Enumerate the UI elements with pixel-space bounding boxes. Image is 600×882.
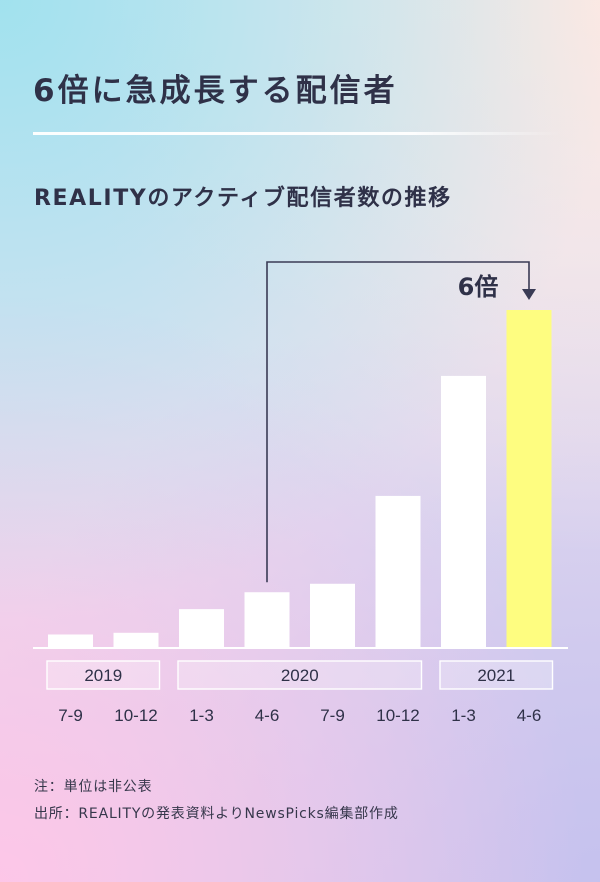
year-label: 2019 bbox=[84, 666, 122, 685]
year-label: 2020 bbox=[281, 666, 319, 685]
growth-annotation-layer: 6倍 bbox=[266, 261, 536, 583]
x-tick-label: 1-3 bbox=[189, 706, 214, 725]
data-bar bbox=[113, 632, 159, 648]
data-bar bbox=[310, 583, 355, 648]
source-note: 出所：REALITYの発表資料よりNewsPicks編集部作成 bbox=[34, 806, 399, 822]
highlight-bar bbox=[506, 310, 552, 648]
growth-connector-line bbox=[266, 261, 530, 583]
x-tick-label: 10-12 bbox=[376, 706, 419, 725]
x-tick-labels-layer: 7-9 10-12 1-3 4-6 7-9 10-12 1-3 4-6 bbox=[58, 706, 541, 725]
year-label: 2021 bbox=[477, 666, 515, 685]
page-title: 6倍に急成長する配信者 bbox=[33, 73, 398, 109]
unit-note: 注：単位は非公表 bbox=[34, 779, 153, 795]
x-tick-label: 7-9 bbox=[320, 706, 345, 725]
year-group-box bbox=[177, 660, 423, 690]
data-bar bbox=[441, 375, 486, 648]
x-tick-label: 1-3 bbox=[451, 706, 476, 725]
title-divider bbox=[33, 132, 561, 135]
x-tick-label: 7-9 bbox=[58, 706, 83, 725]
data-bar bbox=[244, 592, 290, 648]
data-bar bbox=[375, 495, 421, 648]
data-bar bbox=[179, 609, 224, 648]
x-tick-label: 4-6 bbox=[255, 706, 280, 725]
chart-subtitle: REALITYのアクティブ配信者数の推移 bbox=[34, 186, 452, 211]
growth-arrow-head bbox=[522, 289, 536, 300]
x-tick-label: 4-6 bbox=[517, 706, 542, 725]
x-tick-label: 10-12 bbox=[114, 706, 157, 725]
data-bar bbox=[48, 634, 93, 648]
year-labels-layer: 2019 2020 2021 bbox=[46, 660, 554, 690]
year-group-box bbox=[46, 660, 161, 690]
bars-layer bbox=[48, 310, 552, 648]
growth-annotation-label: 6倍 bbox=[458, 273, 499, 301]
year-group-box bbox=[439, 660, 554, 690]
